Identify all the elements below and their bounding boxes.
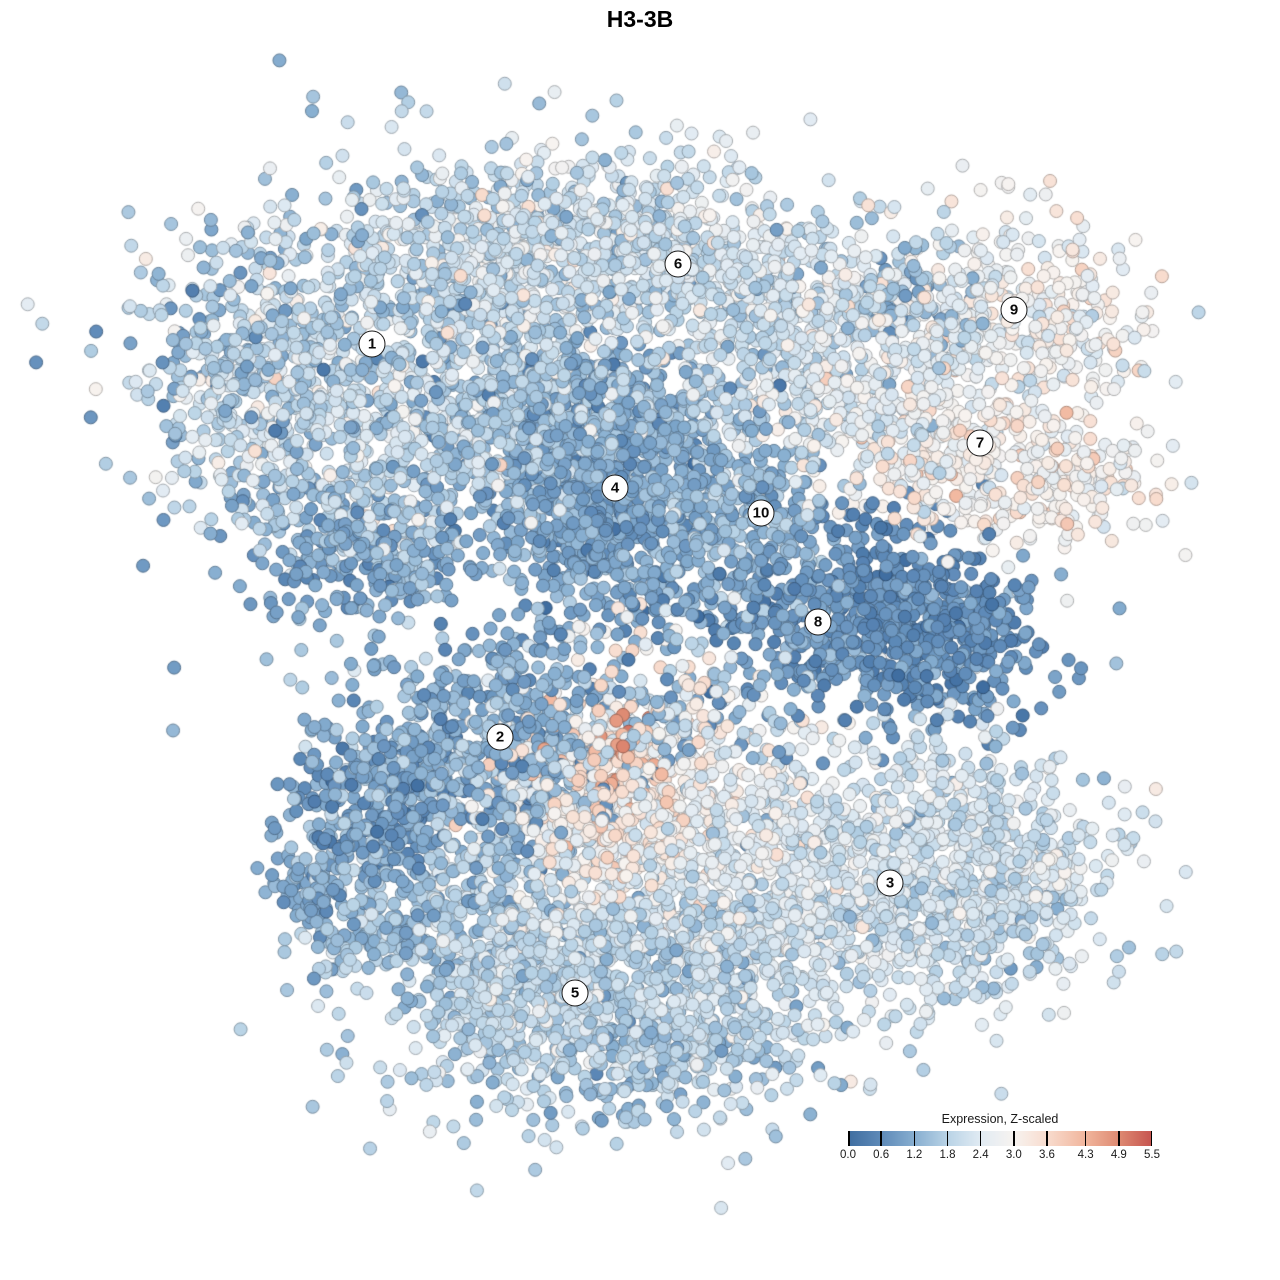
legend-tick-mark [880, 1131, 882, 1146]
legend-tick-label: 0.6 [873, 1149, 890, 1161]
colorbar-gradient [848, 1131, 1152, 1146]
legend-tick-label: 4.9 [1110, 1149, 1127, 1161]
legend-tick-mark [1013, 1131, 1015, 1146]
legend-tick-mark [1150, 1131, 1152, 1146]
legend-tick-mark [1084, 1131, 1087, 1146]
legend-tick-label: 5.5 [1144, 1149, 1160, 1161]
legend-tick-mark [848, 1131, 850, 1146]
legend-tick-label: 3.6 [1038, 1149, 1055, 1161]
legend-tick-label: 1.8 [939, 1149, 956, 1161]
legend-tick-label: 1.2 [906, 1149, 923, 1161]
legend-tick-mark [979, 1131, 982, 1146]
legend-tick-mark [946, 1131, 949, 1146]
legend-tick-mark [1046, 1131, 1048, 1146]
legend-tick-label: 4.3 [1077, 1149, 1094, 1161]
legend-tick-mark [913, 1131, 916, 1146]
legend-tick-mark [1118, 1131, 1120, 1146]
legend-tick-label: 2.4 [972, 1149, 989, 1161]
colorbar-tick-labels: 0.0 0.6 1.2 1.8 2.4 3.0 3.6 4.3 4.9 5.5 [840, 1149, 1160, 1164]
legend-title: Expression, Z-scaled [941, 1112, 1059, 1126]
legend-tick-label: 3.0 [1005, 1149, 1022, 1161]
colorbar-legend: Expression, Z-scaled 0.0 0.6 1.2 1.8 2.4 3.0 3… [840, 1112, 1160, 1164]
legend-tick-label: 0.0 [840, 1149, 856, 1161]
